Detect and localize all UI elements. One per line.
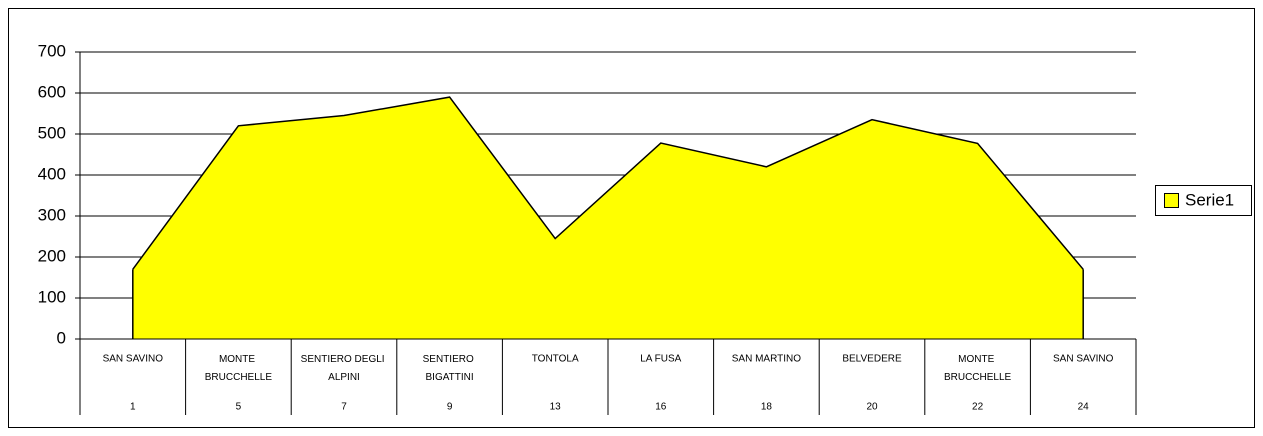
y-tick-label: 400 <box>38 164 66 183</box>
x-tick-label: MONTE BRUCCHELLE <box>205 354 273 383</box>
x-tick-number: 22 <box>972 402 984 413</box>
x-tick-number: 1 <box>130 402 136 413</box>
x-tick-label: SAN SAVINO <box>103 354 164 365</box>
y-tick-label: 200 <box>38 246 66 265</box>
x-tick-number: 18 <box>761 402 773 413</box>
x-tick-label: SAN MARTINO <box>732 354 801 365</box>
area <box>132 97 1084 339</box>
x-tick-label: SAN SAVINO <box>1053 354 1114 365</box>
x-tick-label: LA FUSA <box>640 354 681 365</box>
y-tick-label: 500 <box>38 123 66 142</box>
y-tick-label: 100 <box>38 287 66 306</box>
legend-label: Serie1 <box>1185 190 1234 209</box>
x-tick-label: TONTOLA <box>532 354 579 365</box>
area-edge <box>132 96 1084 270</box>
legend-swatch <box>1164 193 1179 208</box>
x-tick-number: 9 <box>447 402 453 413</box>
x-tick-label: SENTIERO DEGLI ALPINI <box>301 354 388 383</box>
x-tick-label: SENTIERO BIGATTINI <box>423 354 477 383</box>
y-tick-label: 0 <box>57 328 66 347</box>
x-tick-number: 20 <box>866 402 878 413</box>
y-tick-label: 700 <box>38 41 66 60</box>
x-tick-number: 16 <box>655 402 667 413</box>
x-tick-number: 7 <box>341 402 347 413</box>
x-tick-number: 13 <box>550 402 562 413</box>
y-tick-label: 600 <box>38 82 66 101</box>
x-tick-number: 24 <box>1078 402 1090 413</box>
x-tick-number: 5 <box>236 402 242 413</box>
x-tick-label: MONTE BRUCCHELLE <box>944 354 1012 383</box>
y-tick-label: 300 <box>38 205 66 224</box>
x-tick-label: BELVEDERE <box>842 354 902 365</box>
